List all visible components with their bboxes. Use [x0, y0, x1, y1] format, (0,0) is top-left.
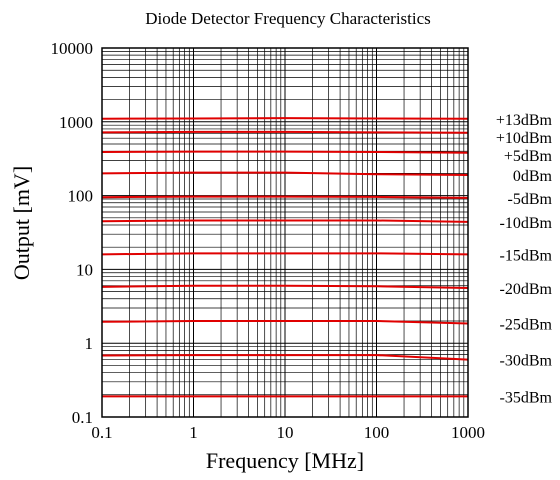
x-axis-label: Frequency [MHz] [206, 448, 364, 473]
plot-frame [101, 47, 469, 418]
series-line [101, 219, 469, 223]
chart-title: Diode Detector Frequency Characteristics [145, 9, 431, 28]
series-label: -10dBm [500, 215, 553, 232]
series-lines [101, 117, 469, 398]
y-tick-label: 1 [85, 334, 94, 353]
y-tick-label: 10000 [51, 39, 94, 58]
y-tick-label: 0.1 [72, 408, 93, 427]
x-tick-label: 10 [277, 423, 294, 442]
y-tick-labels: 0.1 1 10 100 1000 10000 [51, 39, 94, 427]
y-tick-label: 1000 [59, 113, 93, 132]
series-line [101, 130, 469, 134]
series-labels: +13dBm+10dBm+5dBm 0dBm -5dBm -10dBm -15dBm -2… [496, 112, 553, 407]
series-line [101, 195, 469, 199]
y-tick-label: 10 [76, 260, 93, 279]
grid [101, 48, 468, 418]
series-label: -30dBm [500, 353, 553, 370]
series-label: +13dBm [496, 112, 553, 129]
series-line [101, 252, 469, 256]
series-label: +10dBm [496, 130, 553, 147]
x-tick-labels: 0.1 1 10 100 1000 [91, 423, 485, 442]
series-line [101, 150, 469, 154]
series-label: -20dBm [500, 281, 553, 298]
series-line [101, 284, 469, 289]
x-tick-label: 0.1 [91, 423, 112, 442]
series-label: -15dBm [500, 247, 553, 264]
series-label: -35dBm [500, 389, 553, 406]
series-line [101, 171, 469, 177]
x-tick-label: 1 [189, 423, 198, 442]
x-tick-label: 100 [364, 423, 390, 442]
series-label: -25dBm [500, 316, 553, 333]
series-line [101, 117, 469, 120]
series-line [101, 319, 469, 325]
y-tick-label: 100 [68, 187, 94, 206]
series-label: -5dBm [508, 191, 553, 208]
series-label: +5dBm [504, 148, 553, 165]
x-tick-label: 1000 [451, 423, 485, 442]
series-line [101, 354, 469, 361]
y-axis-label: Output [mV] [9, 166, 34, 280]
series-label: 0dBm [513, 168, 553, 185]
